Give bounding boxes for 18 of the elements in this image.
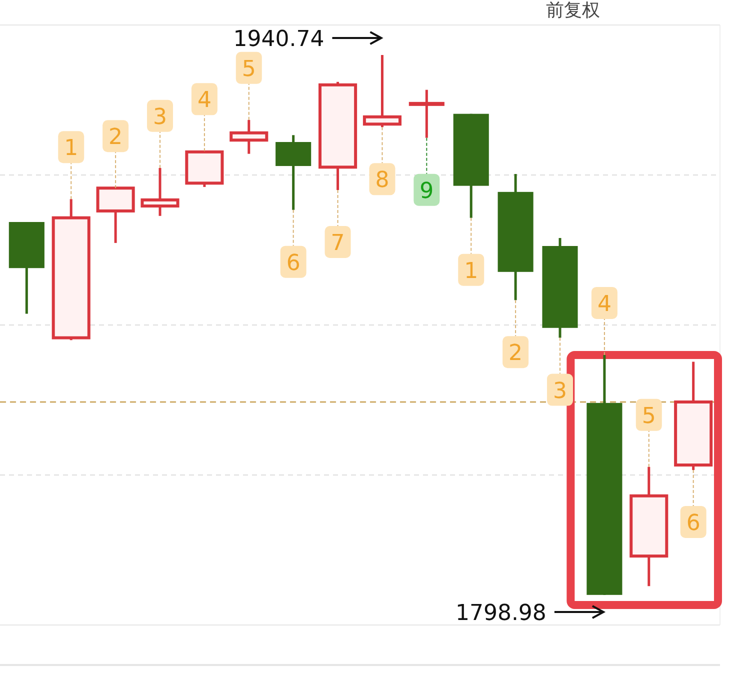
- text: 8: [375, 168, 390, 194]
- annotation: 1798.98: [455, 600, 546, 626]
- text: 2: [108, 125, 123, 150]
- text: 1: [64, 136, 78, 162]
- text: 1: [464, 258, 478, 284]
- text: 6: [286, 250, 300, 276]
- text: 3: [153, 104, 167, 130]
- text: 2: [508, 341, 523, 366]
- text: 前复权: [546, 0, 600, 21]
- text: 5: [642, 404, 656, 429]
- text: 3: [553, 378, 567, 404]
- text: 4: [197, 88, 212, 114]
- annotation: 1940.74: [233, 27, 324, 52]
- text: 7: [330, 231, 345, 256]
- text: 6: [686, 510, 700, 536]
- text: 9: [420, 178, 434, 204]
- text: 4: [597, 292, 612, 317]
- text: 5: [242, 56, 256, 82]
